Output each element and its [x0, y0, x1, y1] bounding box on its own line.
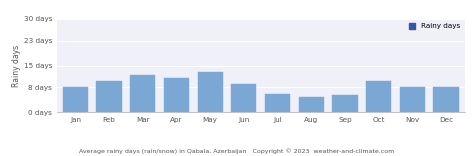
Text: Average rainy days (rain/snow) in Qabala, Azerbaijan   Copyright © 2023  weather: Average rainy days (rain/snow) in Qabala…: [79, 149, 395, 154]
Y-axis label: Rainy days: Rainy days: [12, 44, 21, 87]
Bar: [97, 81, 122, 112]
Bar: [400, 87, 425, 112]
Legend: Rainy days: Rainy days: [409, 22, 461, 30]
Bar: [433, 87, 459, 112]
Bar: [164, 78, 189, 112]
Bar: [299, 97, 324, 112]
Bar: [231, 84, 256, 112]
Bar: [265, 94, 290, 112]
Bar: [63, 87, 88, 112]
Bar: [366, 81, 391, 112]
Bar: [198, 72, 223, 112]
Bar: [130, 75, 155, 112]
Bar: [332, 95, 357, 112]
